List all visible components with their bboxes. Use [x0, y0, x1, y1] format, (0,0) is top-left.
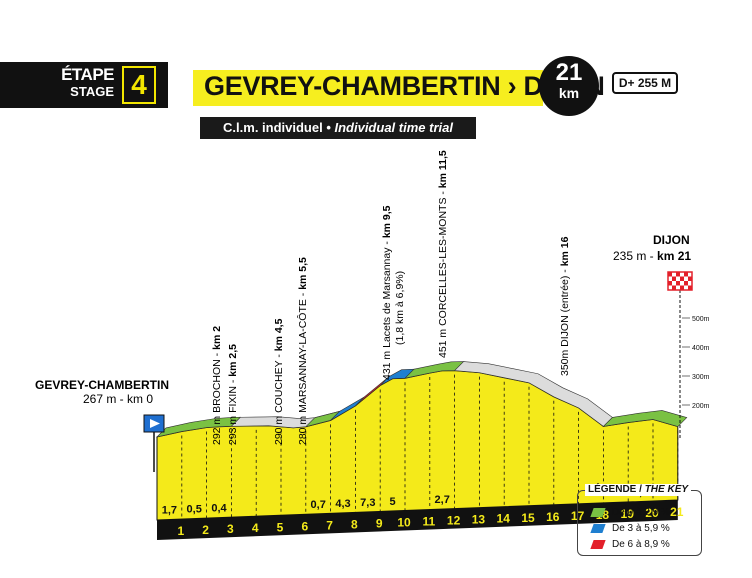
waypoint-corcelles: 451 m CORCELLES-LES-MONTS - km 11,5 [437, 150, 449, 358]
waypoint-lacets-detail: (1,8 km à 6,9%) [394, 271, 406, 345]
gradient-label: 4,3 [335, 498, 350, 510]
km-tick-label: 5 [277, 520, 284, 534]
km-tick-label: 2 [202, 523, 209, 537]
legend-item-green: De 0 à 2,9 % [590, 507, 670, 519]
gradient-label: 5 [390, 496, 396, 508]
start-flag-icon [143, 414, 165, 472]
km-tick-label: 1 [177, 524, 184, 538]
segment-easy [602, 410, 688, 427]
checker-cell [684, 272, 688, 277]
legend-item-blue: De 3 à 5,9 % [590, 523, 670, 535]
gradient-label: 0,4 [211, 503, 227, 515]
altitude-scale-label: 500m [692, 316, 710, 323]
gradient-label: 0,7 [311, 499, 326, 511]
km-tick-label: 7 [326, 518, 333, 532]
legend-swatch [590, 523, 606, 533]
gradient-label: 2,7 [435, 494, 450, 506]
subtitle-fr: C.l.m. individuel • [223, 120, 335, 135]
checker-cell [688, 285, 692, 290]
finish-detail: 235 m - km 21 [613, 249, 691, 263]
checker-cell [680, 276, 684, 281]
checker-cell [676, 281, 680, 286]
profile-base [157, 500, 678, 540]
km-tick-label: 12 [447, 514, 461, 528]
distance-badge [539, 56, 599, 116]
checker-cell [668, 272, 672, 277]
distance-value: 21 [555, 59, 583, 86]
subtitle-bar [200, 117, 476, 139]
altitude-scale: 500m 400m 300m 200m [682, 316, 710, 410]
checker-cell [676, 272, 680, 277]
km-tick-label: 14 [497, 512, 511, 526]
km-tick-label: 13 [472, 513, 486, 527]
km-tick-label: 3 [227, 522, 234, 536]
finish-detail-prefix: 235 m - [613, 249, 657, 263]
km-tick-label: 16 [546, 510, 560, 524]
checker-cell [680, 285, 684, 290]
stage-number: 4 [122, 66, 156, 104]
distance-unit: km [558, 85, 580, 101]
waypoint-dijon-entree: 350m DIJON (entrée) - km 16 [559, 236, 571, 376]
altitude-scale-label: 200m [692, 403, 710, 410]
waypoint-brochon: 292 m BROCHON - km 2 [211, 326, 223, 445]
finish-name: DIJON [653, 233, 690, 247]
waypoint-lacets: 431 m Lacets de Marsannay - km 9,5 [381, 205, 393, 380]
km-tick-label: 6 [301, 519, 308, 533]
finish-flag-icon [667, 271, 693, 440]
legend-title: LÉGENDE / THE KEY [585, 484, 692, 496]
start-detail: 267 m - km 0 [83, 392, 153, 406]
etape-label: ÉTAPE [61, 65, 114, 84]
km-tick-label: 19 [621, 507, 635, 521]
stage-badge [0, 62, 168, 108]
km-tick-label: 21 [670, 505, 684, 519]
checker-cell [684, 281, 688, 286]
gradient-label: 7,3 [360, 497, 375, 509]
altitude-scale-label: 300m [692, 374, 710, 381]
elevation-gain: D+ 255 M [612, 72, 678, 94]
checker-cell [688, 276, 692, 281]
waypoint-fixin: 293 m FIXIN - km 2,5 [227, 344, 239, 445]
waypoint-couchey: 290 m COUCHEY - km 4,5 [273, 318, 285, 445]
km-tick-label: 15 [521, 511, 535, 525]
checker-cell [672, 285, 676, 290]
stage-title: GEVREY-CHAMBERTIN › DIJON [204, 71, 605, 101]
subtitle-en: Individual time trial [334, 120, 453, 135]
subtitle: C.l.m. individuel • Individual time tria… [200, 117, 476, 139]
title-highlight [193, 70, 543, 106]
altitude-scale-label: 400m [692, 345, 710, 352]
legend-swatch [590, 539, 606, 549]
waypoint-marsannay: 280 m MARSANNAY-LA-CÔTE - km 5,5 [296, 257, 309, 445]
finish-detail-km: km 21 [657, 249, 691, 263]
profile-layer [156, 361, 688, 540]
gradient-label: 1,7 [162, 505, 177, 517]
km-tick-label: 4 [252, 521, 259, 535]
stage-label: STAGE [70, 84, 114, 99]
checker-cell [668, 281, 672, 286]
km-tick-label: 20 [645, 506, 659, 520]
gradient-label: 0,5 [187, 504, 202, 516]
legend-item-red: De 6 à 8,9 % [590, 539, 670, 551]
km-tick-label: 11 [422, 515, 435, 529]
km-tick-label: 8 [351, 517, 358, 531]
km-tick-label: 9 [376, 516, 383, 530]
legend-swatch [590, 507, 606, 517]
km-tick-label: 10 [397, 516, 411, 530]
checker-cell [672, 276, 676, 281]
start-name: GEVREY-CHAMBERTIN [35, 378, 169, 392]
